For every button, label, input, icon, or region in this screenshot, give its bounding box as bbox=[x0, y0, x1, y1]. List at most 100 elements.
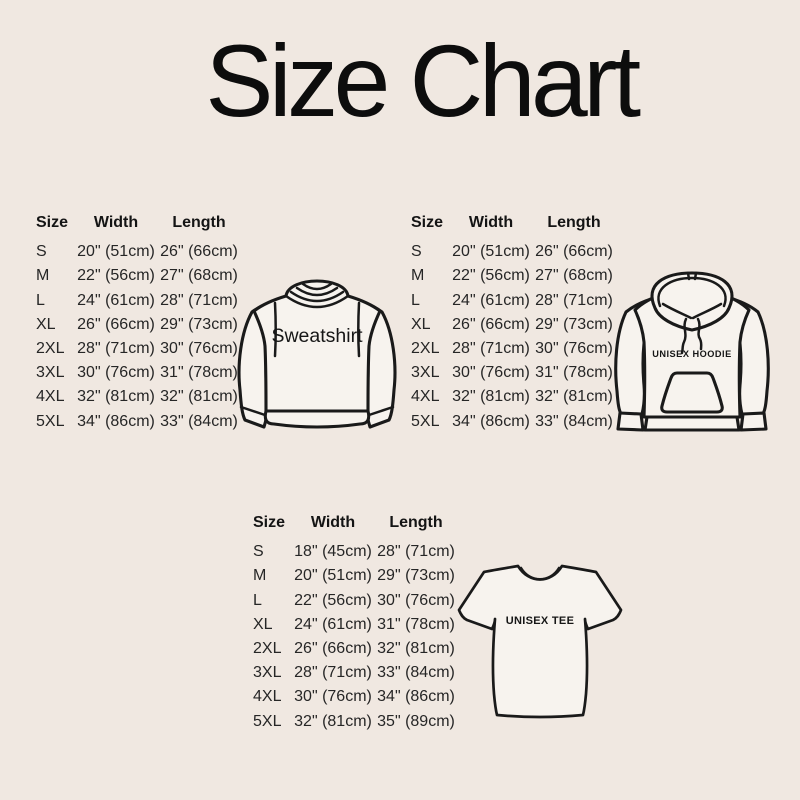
size-cell: L bbox=[253, 591, 262, 609]
width-cell: 18" (45cm) bbox=[294, 543, 372, 561]
hoodie-hood-opening bbox=[661, 271, 723, 320]
length-cell: 26" (66cm) bbox=[535, 243, 613, 261]
sweatshirt-hem-band bbox=[263, 409, 371, 429]
length-cell: 31" (78cm) bbox=[535, 364, 613, 382]
table-row: XL 26" (66cm) 29" (73cm) bbox=[411, 313, 617, 337]
sweatshirt-shoulder-seams bbox=[273, 301, 361, 358]
table-body: S 18" (45cm) 28" (71cm) M 20" (51cm) 29"… bbox=[253, 540, 459, 734]
tee-neck-ribbing bbox=[519, 566, 561, 581]
size-cell: L bbox=[36, 291, 45, 309]
size-cell: 2XL bbox=[253, 640, 282, 658]
width-cell: 22" (56cm) bbox=[452, 267, 530, 285]
width-cell: 26" (66cm) bbox=[77, 315, 155, 333]
header-width: Width bbox=[310, 514, 356, 532]
table-row: S 20" (51cm) 26" (66cm) bbox=[411, 240, 617, 264]
length-cell: 32" (81cm) bbox=[377, 640, 455, 658]
table-header-row: Size Width Length bbox=[253, 511, 459, 535]
table-row: L 24" (61cm) 28" (71cm) bbox=[411, 289, 617, 313]
length-cell: 35" (89cm) bbox=[377, 712, 455, 730]
length-cell: 34" (86cm) bbox=[377, 688, 455, 706]
size-cell: S bbox=[253, 543, 264, 561]
table-row: 2XL 28" (71cm) 30" (76cm) bbox=[411, 337, 617, 361]
hoodie-kangaroo-pocket bbox=[660, 371, 724, 414]
table-row: 4XL 32" (81cm) 32" (81cm) bbox=[411, 385, 617, 409]
table-header-row: Size Width Length bbox=[411, 211, 617, 235]
table-row: 3XL 30" (76cm) 31" (78cm) bbox=[36, 361, 242, 385]
hoodie-illustration: UNISEX HOODIE bbox=[614, 271, 770, 432]
hoodie-size-table: Size Width Length S 20" (51cm) 26" (66cm… bbox=[411, 211, 617, 434]
table-row: 3XL 30" (76cm) 31" (78cm) bbox=[411, 361, 617, 385]
size-cell: 5XL bbox=[253, 712, 282, 730]
table-row: 2XL 26" (66cm) 32" (81cm) bbox=[253, 637, 459, 661]
width-cell: 32" (81cm) bbox=[294, 712, 372, 730]
table-row: 2XL 28" (71cm) 30" (76cm) bbox=[36, 337, 242, 361]
length-cell: 32" (81cm) bbox=[535, 388, 613, 406]
table-header-row: Size Width Length bbox=[36, 211, 242, 235]
table-row: L 24" (61cm) 28" (71cm) bbox=[36, 289, 242, 313]
length-cell: 32" (81cm) bbox=[160, 388, 238, 406]
length-cell: 33" (84cm) bbox=[160, 412, 238, 430]
table-row: XL 26" (66cm) 29" (73cm) bbox=[36, 313, 242, 337]
length-cell: 31" (78cm) bbox=[160, 364, 238, 382]
tee-illustration: UNISEX TEE bbox=[457, 564, 623, 719]
page-title: Size Chart bbox=[205, 24, 641, 138]
size-cell: 5XL bbox=[411, 412, 440, 430]
table-row: 3XL 28" (71cm) 33" (84cm) bbox=[253, 661, 459, 685]
width-cell: 30" (76cm) bbox=[77, 364, 155, 382]
size-cell: XL bbox=[411, 315, 431, 333]
width-cell: 26" (66cm) bbox=[452, 315, 530, 333]
hoodie-label: UNISEX HOODIE bbox=[652, 349, 732, 359]
table-row: S 18" (45cm) 28" (71cm) bbox=[253, 540, 459, 564]
length-cell: 28" (71cm) bbox=[535, 291, 613, 309]
sweatshirt-cuff-lines bbox=[239, 405, 395, 417]
table-row: L 22" (56cm) 30" (76cm) bbox=[253, 589, 459, 613]
table-row: 4XL 30" (76cm) 34" (86cm) bbox=[253, 685, 459, 709]
length-cell: 28" (71cm) bbox=[160, 291, 238, 309]
width-cell: 32" (81cm) bbox=[77, 388, 155, 406]
tee-body bbox=[457, 564, 623, 719]
width-cell: 30" (76cm) bbox=[294, 688, 372, 706]
width-cell: 28" (71cm) bbox=[294, 664, 372, 682]
size-cell: 3XL bbox=[253, 664, 282, 682]
length-cell: 29" (73cm) bbox=[160, 315, 238, 333]
table-row: M 22" (56cm) 27" (68cm) bbox=[36, 264, 242, 288]
hoodie-left-cuff bbox=[616, 411, 645, 432]
size-cell: 4XL bbox=[411, 388, 440, 406]
length-cell: 31" (78cm) bbox=[377, 615, 455, 633]
sweatshirt-collar-ribbing bbox=[284, 282, 350, 309]
width-cell: 24" (61cm) bbox=[452, 291, 530, 309]
size-cell: 4XL bbox=[36, 388, 65, 406]
length-cell: 27" (68cm) bbox=[160, 267, 238, 285]
size-cell: XL bbox=[253, 615, 273, 633]
width-cell: 34" (86cm) bbox=[77, 412, 155, 430]
length-cell: 26" (66cm) bbox=[160, 243, 238, 261]
width-cell: 24" (61cm) bbox=[77, 291, 155, 309]
hoodie-drawstrings bbox=[680, 317, 703, 355]
size-cell: L bbox=[411, 291, 420, 309]
width-cell: 28" (71cm) bbox=[452, 340, 530, 358]
hoodie-hem-band bbox=[643, 415, 741, 432]
width-cell: 26" (66cm) bbox=[294, 640, 372, 658]
table-row: M 20" (51cm) 29" (73cm) bbox=[253, 564, 459, 588]
hoodie-hood bbox=[650, 271, 734, 332]
sweatshirt-label: Sweatshirt bbox=[271, 325, 363, 347]
width-cell: 32" (81cm) bbox=[452, 388, 530, 406]
size-cell: M bbox=[411, 267, 425, 285]
header-length: Length bbox=[172, 214, 226, 232]
size-cell: 2XL bbox=[36, 340, 65, 358]
sweatshirt-size-table: Size Width Length S 20" (51cm) 26" (66cm… bbox=[36, 211, 242, 434]
header-size: Size bbox=[411, 214, 444, 232]
length-cell: 30" (76cm) bbox=[535, 340, 613, 358]
header-size: Size bbox=[253, 514, 286, 532]
length-cell: 29" (73cm) bbox=[377, 567, 455, 585]
tee-size-table: Size Width Length S 18" (45cm) 28" (71cm… bbox=[253, 511, 459, 734]
width-cell: 34" (86cm) bbox=[452, 412, 530, 430]
length-cell: 33" (84cm) bbox=[377, 664, 455, 682]
table-body: S 20" (51cm) 26" (66cm) M 22" (56cm) 27"… bbox=[411, 240, 617, 434]
size-cell: 5XL bbox=[36, 412, 65, 430]
table-row: 5XL 32" (81cm) 35" (89cm) bbox=[253, 710, 459, 734]
header-width: Width bbox=[93, 214, 139, 232]
table-row: 5XL 34" (86cm) 33" (84cm) bbox=[411, 410, 617, 434]
size-cell: 2XL bbox=[411, 340, 440, 358]
